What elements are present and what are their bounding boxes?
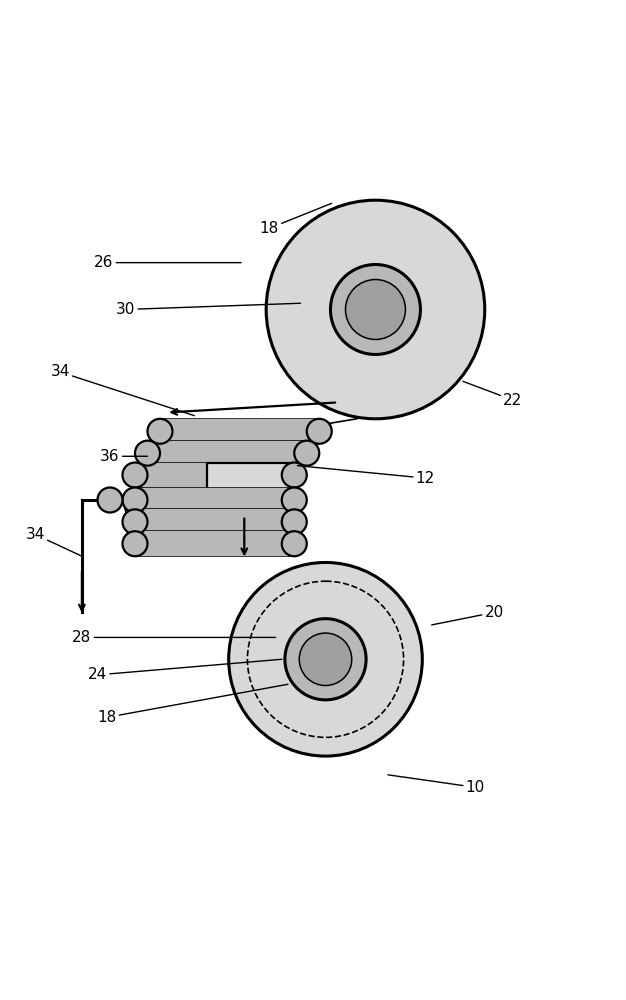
- Text: 20: 20: [432, 605, 504, 625]
- Circle shape: [307, 419, 332, 444]
- Bar: [135, 509, 294, 534]
- Circle shape: [285, 619, 366, 700]
- Text: 26: 26: [94, 255, 241, 270]
- Circle shape: [123, 463, 148, 488]
- Text: 30: 30: [116, 302, 300, 317]
- Bar: [135, 488, 294, 512]
- Circle shape: [148, 419, 172, 444]
- Bar: [148, 441, 307, 466]
- Text: 34: 34: [26, 527, 82, 556]
- Circle shape: [98, 488, 123, 512]
- Circle shape: [228, 562, 423, 756]
- Text: 18: 18: [97, 684, 288, 725]
- Text: 28: 28: [72, 630, 275, 645]
- Circle shape: [346, 280, 406, 339]
- Circle shape: [294, 441, 319, 466]
- Circle shape: [123, 509, 148, 534]
- Bar: [135, 531, 294, 556]
- Circle shape: [123, 488, 148, 512]
- Circle shape: [135, 441, 160, 466]
- Text: 36: 36: [100, 449, 148, 464]
- Text: 34: 34: [50, 364, 194, 416]
- Circle shape: [266, 200, 485, 419]
- Text: 24: 24: [88, 659, 282, 682]
- Text: 10: 10: [388, 775, 485, 795]
- Circle shape: [282, 509, 307, 534]
- Text: 18: 18: [260, 203, 332, 236]
- Circle shape: [299, 633, 352, 686]
- Circle shape: [123, 531, 148, 556]
- Bar: [160, 419, 319, 444]
- Circle shape: [331, 265, 421, 354]
- Bar: [135, 463, 294, 488]
- Circle shape: [282, 488, 307, 512]
- Text: 22: 22: [463, 381, 523, 408]
- Bar: [207, 463, 297, 493]
- Text: 12: 12: [297, 466, 435, 486]
- Circle shape: [282, 531, 307, 556]
- Circle shape: [282, 463, 307, 488]
